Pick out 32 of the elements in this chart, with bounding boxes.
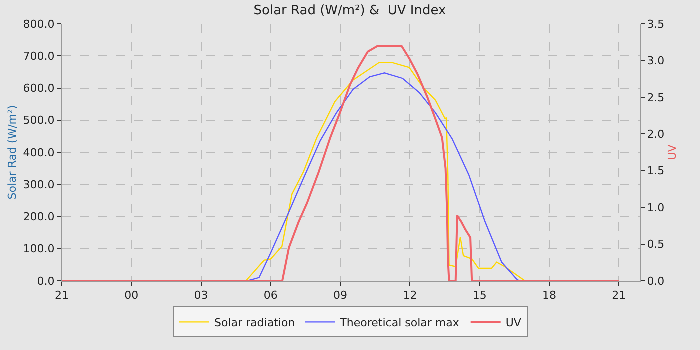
legend-label: UV: [506, 316, 522, 330]
y2-tick-label: 0.0: [647, 274, 665, 288]
x-tick-label: 21: [55, 289, 69, 302]
x-tick-label: 06: [264, 289, 278, 302]
x-tick-label: 12: [403, 289, 418, 302]
y-tick-label: 800.0: [23, 18, 55, 31]
chart-title: Solar Rad (W/m²) & UV Index: [254, 3, 447, 18]
y2-axis-title: UV: [666, 144, 679, 160]
x-tick-label: 21: [612, 289, 626, 302]
y-axis-title: Solar Rad (W/m²): [6, 105, 19, 200]
x-tick-label: 00: [124, 289, 139, 302]
x-tick-label: 15: [472, 289, 487, 302]
y-tick-label: 100.0: [23, 242, 55, 256]
y-tick-label: 300.0: [23, 178, 55, 192]
legend-label: Theoretical solar max: [339, 316, 460, 330]
y2-tick-label: 2.0: [647, 128, 665, 141]
y2-tick-label: 1.0: [647, 201, 665, 214]
legend-label: Solar radiation: [214, 316, 296, 330]
y-tick-label: 0.0: [37, 274, 55, 288]
y-tick-label: 700.0: [23, 50, 55, 63]
x-tick-label: 09: [334, 289, 348, 302]
x-tick-label: 03: [194, 289, 208, 302]
y2-tick-label: 3.5: [647, 18, 665, 31]
x-tick-label: 18: [542, 289, 556, 302]
y2-tick-label: 2.5: [647, 91, 665, 104]
y-tick-label: 500.0: [23, 114, 55, 128]
y-tick-label: 600.0: [23, 82, 55, 96]
y2-tick-label: 3.0: [647, 54, 665, 68]
y2-tick-label: 0.5: [647, 238, 665, 252]
y2-tick-label: 1.5: [647, 164, 665, 178]
y-tick-label: 200.0: [23, 210, 55, 224]
y-tick-label: 400.0: [23, 146, 55, 160]
